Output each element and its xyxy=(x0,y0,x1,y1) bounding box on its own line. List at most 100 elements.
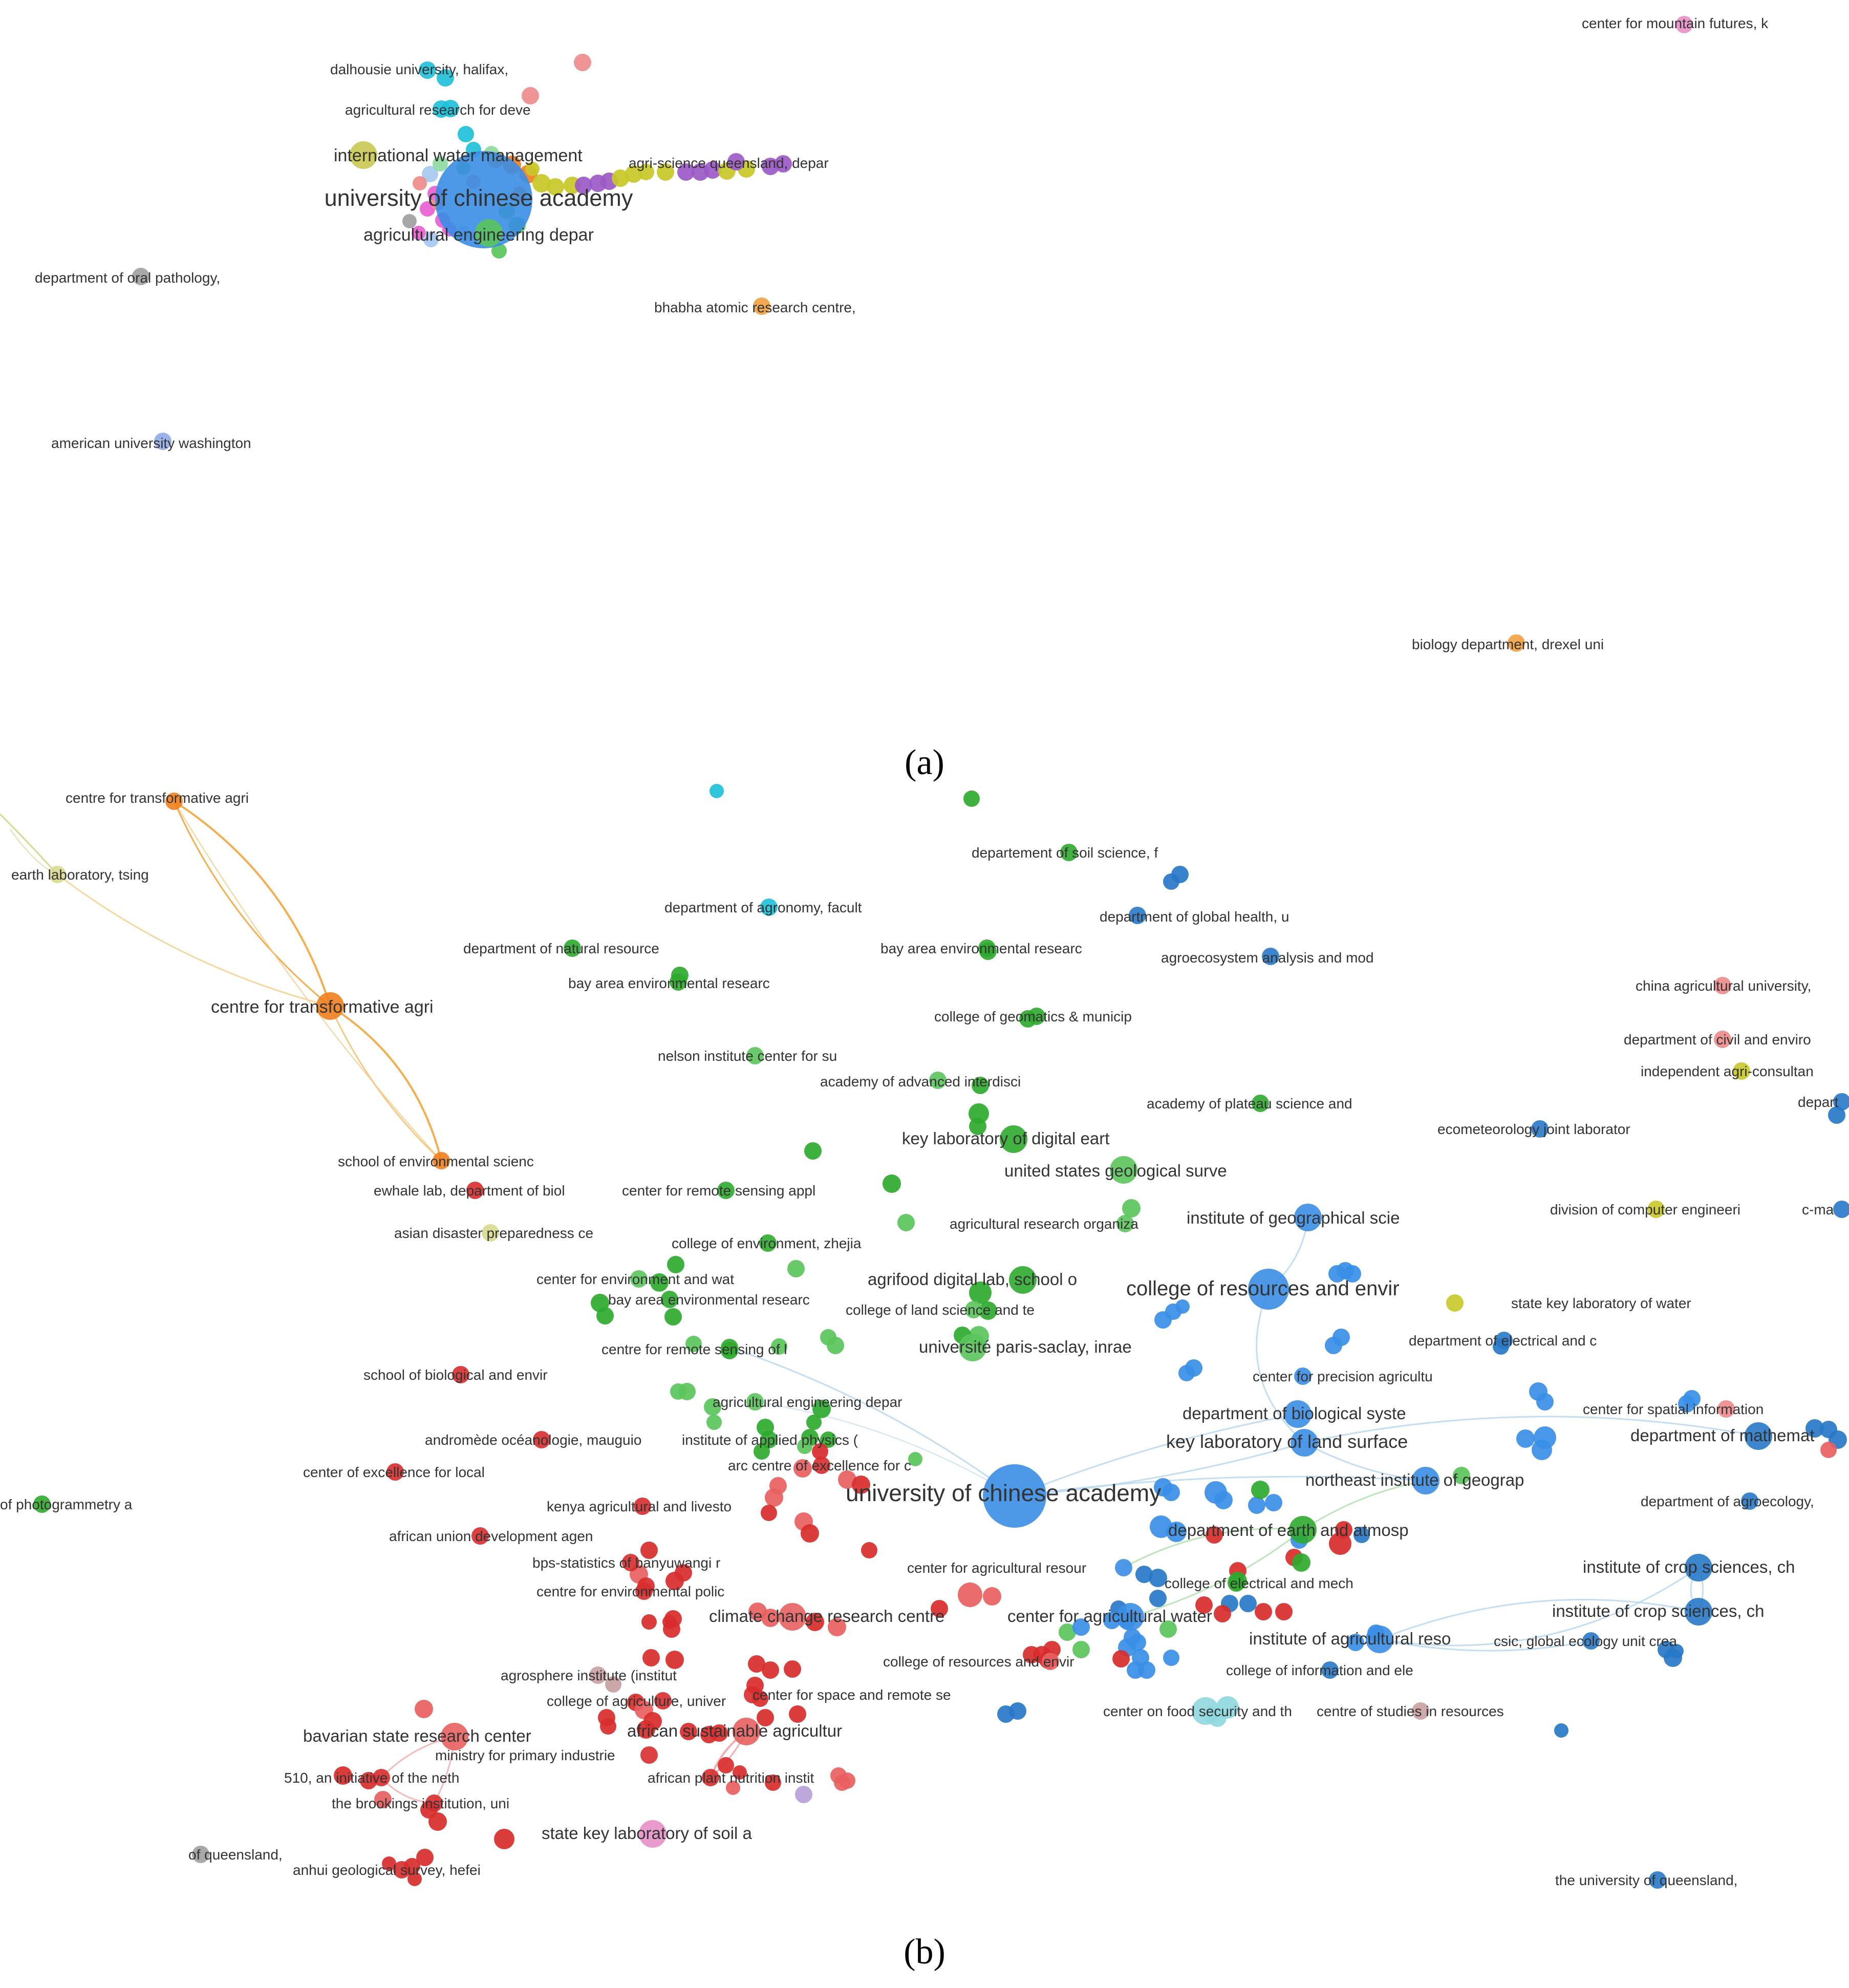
network-node xyxy=(820,1431,836,1448)
network-edge xyxy=(1014,1476,1426,1497)
network-node xyxy=(402,214,417,228)
network-node xyxy=(641,1614,657,1630)
node-label: african union development agen xyxy=(389,1528,593,1544)
network-node xyxy=(1060,844,1078,861)
network-node xyxy=(1516,1429,1535,1448)
network-node xyxy=(1149,1590,1167,1607)
network-node xyxy=(1685,1598,1712,1626)
node-label: center on food security and th xyxy=(1103,1703,1292,1719)
network-node xyxy=(1554,1723,1568,1738)
node-label: american university washington xyxy=(51,435,251,451)
panel-a: center for mountain futures, k dalhousie … xyxy=(35,15,1769,782)
network-node xyxy=(533,1431,550,1448)
network-node xyxy=(661,1291,678,1308)
network-node xyxy=(1175,1299,1190,1314)
network-node xyxy=(1412,1467,1439,1494)
network-node xyxy=(1116,1215,1134,1232)
node-label: centre for transformative agri xyxy=(211,997,434,1017)
network-node xyxy=(761,1609,780,1627)
network-node xyxy=(1745,1422,1772,1450)
node-label: department of earth and atmosp xyxy=(1168,1521,1409,1540)
network-node xyxy=(979,1301,997,1320)
network-node xyxy=(1347,1634,1364,1651)
node-label: center of excellence for local xyxy=(303,1464,485,1480)
network-edge xyxy=(729,1346,1015,1497)
network-node xyxy=(1582,1632,1600,1650)
network-node xyxy=(787,1260,805,1277)
network-node xyxy=(350,141,377,169)
node-label: the brookings institution, uni xyxy=(332,1795,509,1811)
node-label: international water management xyxy=(334,146,583,165)
network-node xyxy=(441,1723,468,1750)
network-node xyxy=(1828,1106,1845,1124)
node-label: african plant nutrition instit xyxy=(648,1770,814,1786)
network-edge xyxy=(1379,1567,1699,1647)
network-node xyxy=(192,1846,209,1863)
node-label: centre for environmental polic xyxy=(536,1584,724,1599)
network-node xyxy=(812,1443,828,1460)
node-label: institute of geographical scie xyxy=(1187,1208,1400,1227)
node-label: department of electrical and c xyxy=(1409,1333,1597,1349)
network-node xyxy=(1291,1429,1318,1457)
network-node xyxy=(1685,1554,1712,1581)
network-node xyxy=(1683,1390,1701,1407)
network-node xyxy=(1129,907,1146,924)
network-node xyxy=(1532,1440,1552,1460)
node-label: united states geological surve xyxy=(1004,1161,1227,1180)
node-label: ecometeorology joint laborator xyxy=(1437,1121,1630,1137)
node-label: center for environment and wat xyxy=(536,1271,734,1287)
network-node xyxy=(839,1772,855,1789)
node-label: arc centre of excellence for c xyxy=(728,1458,911,1473)
network-node xyxy=(334,1766,352,1785)
network-edge xyxy=(329,1006,442,1162)
network-node xyxy=(1009,1266,1037,1294)
network-node xyxy=(475,219,503,247)
network-node xyxy=(726,1781,740,1795)
node-label: department of agronomy, facult xyxy=(664,900,862,915)
network-node xyxy=(779,1603,806,1631)
network-node xyxy=(466,1182,484,1199)
node-label: department of civil and enviro xyxy=(1624,1032,1811,1048)
network-node xyxy=(1275,1603,1293,1620)
network-edge xyxy=(1130,1529,1303,1618)
network-node xyxy=(972,1077,989,1094)
node-label: biology department, drexel uni xyxy=(1412,636,1604,652)
node-label: institute of agricultural reso xyxy=(1249,1629,1451,1648)
network-node xyxy=(1178,1365,1195,1381)
node-label: université paris-saclay, inrae xyxy=(919,1337,1132,1356)
network-node xyxy=(1262,948,1279,965)
network-edge xyxy=(329,1005,442,1161)
network-node xyxy=(1000,1125,1027,1153)
network-node xyxy=(677,163,695,181)
node-label: institute of applied physics ( xyxy=(682,1432,858,1448)
network-node xyxy=(1163,873,1179,890)
node-label: institute of crop sciences, ch xyxy=(1583,1557,1795,1576)
network-node xyxy=(908,1452,922,1466)
network-node xyxy=(757,1709,774,1726)
network-node xyxy=(642,1649,660,1666)
network-node xyxy=(1675,16,1693,33)
network-node xyxy=(382,1856,396,1871)
network-node xyxy=(801,1524,819,1543)
node-label: college of environment, zhejia xyxy=(672,1235,862,1251)
network-node xyxy=(1166,1522,1187,1542)
node-label: the university of queensland, xyxy=(1555,1872,1737,1888)
network-node xyxy=(963,790,980,807)
network-node xyxy=(706,1415,722,1430)
network-node xyxy=(1344,1265,1361,1282)
network-node xyxy=(969,1281,992,1304)
node-label: agri-science queensland, depar xyxy=(629,155,829,171)
network-node xyxy=(630,1270,648,1288)
network-node xyxy=(883,1174,901,1193)
network-node xyxy=(709,784,724,798)
network-node xyxy=(1353,1527,1370,1543)
node-label: college of resources and envir xyxy=(883,1654,1074,1670)
network-node xyxy=(1714,1031,1731,1048)
node-label: school of environmental scienc xyxy=(338,1153,534,1169)
node-label: agricultural engineering depar xyxy=(713,1394,902,1410)
node-label: depart xyxy=(1798,1094,1839,1110)
node-label: bavarian state research center xyxy=(303,1726,531,1745)
network-node xyxy=(685,1336,702,1352)
network-node xyxy=(1255,1603,1272,1620)
network-node xyxy=(965,1301,982,1318)
